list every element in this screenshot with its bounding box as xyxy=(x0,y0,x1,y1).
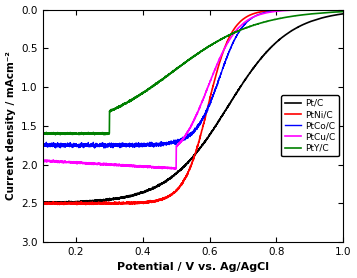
Line: PtY/C: PtY/C xyxy=(42,12,343,135)
PtY/C xyxy=(303,13,307,16)
PtNi/C xyxy=(75,201,79,205)
PtCu/C xyxy=(173,167,177,171)
PtCo/C xyxy=(341,8,345,11)
PtY/C xyxy=(335,10,340,14)
X-axis label: Potential / V vs. Ag/AgCl: Potential / V vs. Ag/AgCl xyxy=(117,262,269,272)
PtY/C xyxy=(169,71,173,75)
PtNi/C xyxy=(335,8,340,11)
Pt/C xyxy=(341,12,345,16)
Pt/C xyxy=(156,183,160,187)
PtCu/C xyxy=(40,159,45,162)
PtCo/C xyxy=(93,144,97,148)
PtCu/C xyxy=(75,162,79,165)
Line: PtCu/C: PtCu/C xyxy=(42,9,343,169)
PtCu/C xyxy=(156,166,160,169)
PtNi/C xyxy=(93,202,97,205)
PtCo/C xyxy=(335,8,340,11)
PtY/C xyxy=(40,131,45,135)
Pt/C xyxy=(93,199,97,203)
PtCu/C xyxy=(92,163,97,166)
Pt/C xyxy=(40,201,45,205)
Line: PtNi/C: PtNi/C xyxy=(42,9,343,205)
PtNi/C xyxy=(303,8,307,11)
Y-axis label: Current density / mAcm⁻²: Current density / mAcm⁻² xyxy=(6,51,16,200)
PtNi/C xyxy=(75,203,79,206)
PtY/C xyxy=(156,81,160,84)
PtCu/C xyxy=(303,8,307,11)
Pt/C xyxy=(335,13,340,16)
PtNi/C xyxy=(40,202,45,205)
Line: PtCo/C: PtCo/C xyxy=(42,9,343,148)
Pt/C xyxy=(169,176,173,179)
PtCo/C xyxy=(75,145,79,148)
Pt/C xyxy=(61,202,66,205)
Legend: Pt/C, PtNi/C, PtCo/C, PtCu/C, PtY/C: Pt/C, PtNi/C, PtCo/C, PtCu/C, PtY/C xyxy=(281,95,339,157)
PtNi/C xyxy=(169,193,173,197)
PtY/C xyxy=(341,10,345,13)
PtY/C xyxy=(75,132,79,136)
Pt/C xyxy=(303,22,307,25)
PtCo/C xyxy=(40,143,45,146)
Pt/C xyxy=(75,200,79,203)
PtNi/C xyxy=(156,198,160,201)
PtCo/C xyxy=(303,8,307,11)
PtCo/C xyxy=(92,146,97,150)
PtCu/C xyxy=(169,167,173,170)
PtY/C xyxy=(341,10,345,13)
Line: Pt/C: Pt/C xyxy=(42,14,343,204)
PtNi/C xyxy=(341,8,345,11)
PtY/C xyxy=(92,133,97,136)
PtY/C xyxy=(93,132,97,136)
PtCo/C xyxy=(341,8,345,11)
PtCu/C xyxy=(341,8,345,11)
PtCu/C xyxy=(335,8,340,11)
PtCo/C xyxy=(156,144,160,147)
PtCo/C xyxy=(169,141,173,144)
